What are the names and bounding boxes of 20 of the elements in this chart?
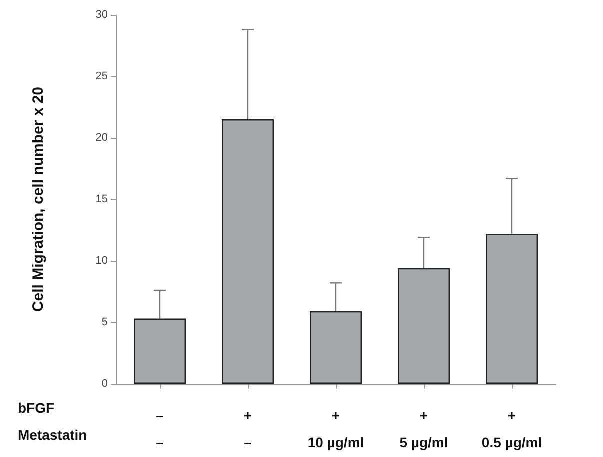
y-tick-label: 30: [96, 9, 108, 21]
bar: [134, 318, 186, 384]
x-tick-label: + 10 µg/ml: [308, 408, 364, 450]
bar: [398, 268, 450, 384]
x-tick-label: + 0.5 µg/ml: [482, 408, 542, 450]
x-tick-label: + 5 µg/ml: [400, 408, 448, 450]
y-tick-label: 5: [102, 316, 108, 328]
y-tick-label: 10: [96, 255, 108, 267]
bar: [486, 234, 538, 384]
text: bFGF: [18, 400, 55, 416]
bar: [310, 311, 362, 384]
y-tick-label: 0: [102, 378, 108, 390]
text: Metastatin: [18, 427, 88, 443]
y-tick-label: 25: [96, 70, 108, 82]
x-tick-label: + –: [244, 408, 252, 450]
y-tick-label: 15: [96, 194, 108, 206]
x-tick-label: – –: [156, 408, 164, 450]
y-axis-title: Cell Migration, cell number x 20: [30, 86, 47, 312]
bar: [222, 120, 274, 384]
y-tick-label: 20: [96, 132, 108, 144]
